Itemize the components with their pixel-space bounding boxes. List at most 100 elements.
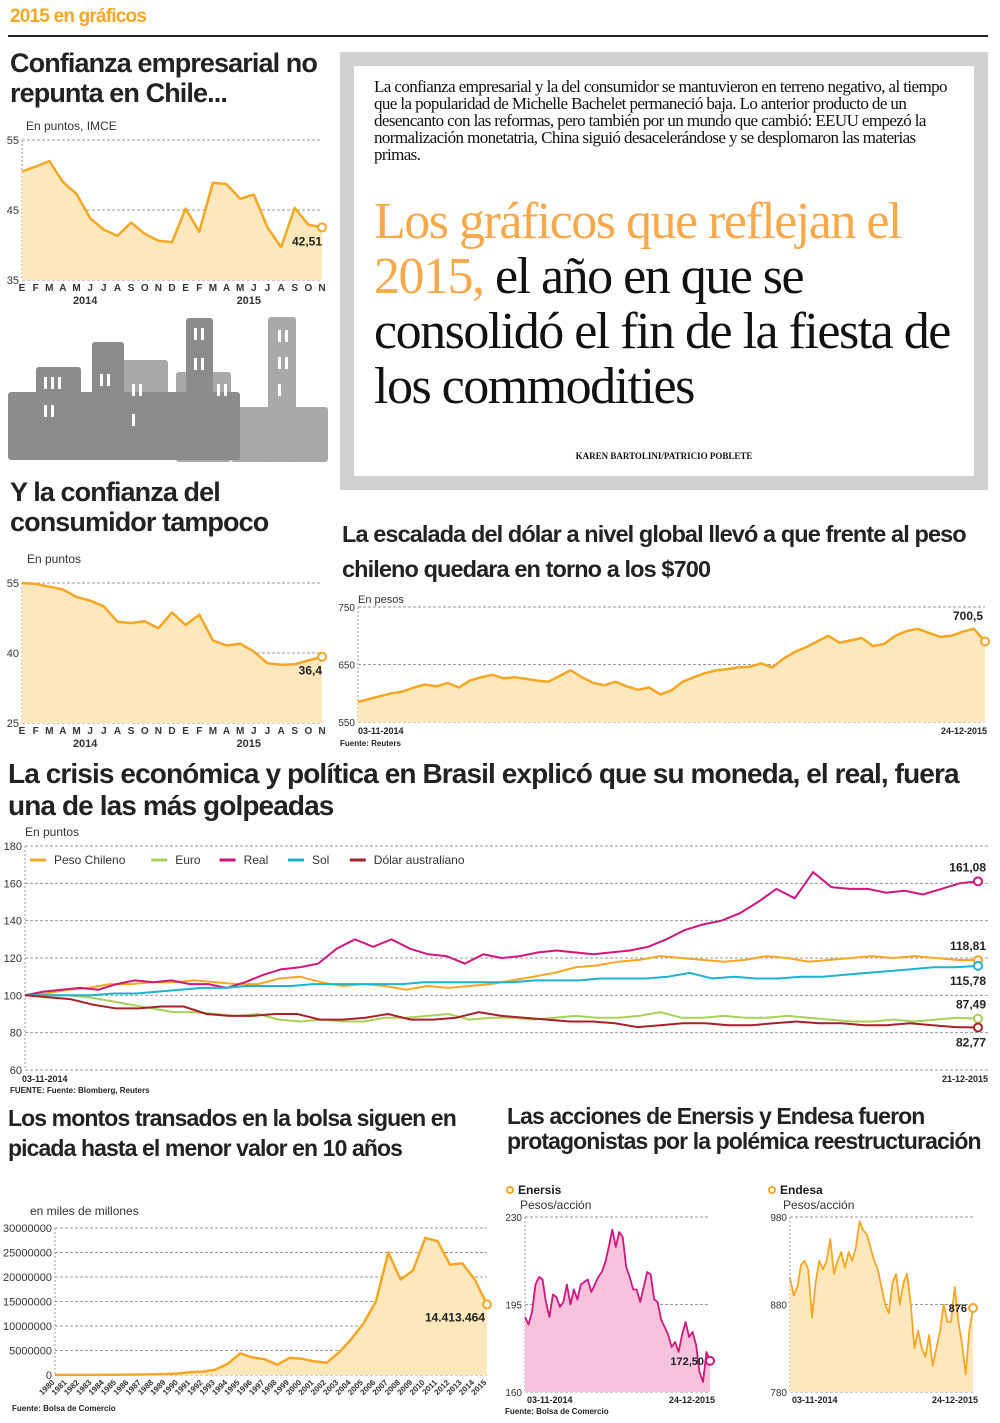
intro-paragraph: La confianza empresarial y la del consum… xyxy=(374,77,947,164)
x-tick-label: M xyxy=(209,726,217,737)
series-line xyxy=(55,1236,489,1377)
chart-title-acciones: Las acciones de Enersis y Endesa fueron … xyxy=(507,1103,982,1154)
x-tick-label: S xyxy=(128,283,135,294)
x-tick-label: A xyxy=(277,283,284,294)
ylabel-endesa: Pesos/acción xyxy=(783,1198,855,1212)
y-tick-label: 15000000 xyxy=(3,1297,52,1309)
y-tick-label: 880 xyxy=(770,1301,787,1312)
x-tick-label: O xyxy=(141,283,149,294)
x-tick-label: J xyxy=(87,726,93,737)
y-tick-label: 30000000 xyxy=(3,1223,52,1235)
end-point-marker xyxy=(973,876,983,887)
x-end-label: 24-12-2015 xyxy=(941,726,987,736)
x-tick-label: O xyxy=(304,726,312,737)
series-line xyxy=(357,627,986,704)
area-fill xyxy=(22,161,322,280)
x-tick-label: A xyxy=(59,726,66,737)
chart-endesa: 780 880 980 03-11-2014 24-12-2015 876 xyxy=(770,1213,978,1405)
y-tick-label: 780 xyxy=(770,1388,787,1399)
end-value-label: 82,77 xyxy=(956,1035,986,1049)
end-point-marker xyxy=(968,1303,978,1313)
end-value-label: 14.413.464 xyxy=(425,1310,485,1324)
y-tick-label: 45 xyxy=(7,205,19,217)
chart-dolar: 550 650 750 03-11-2014 24-12-2015 Fuente: Reu… xyxy=(338,603,990,748)
y-tick-label: 55 xyxy=(7,578,19,590)
series-line-dólar-australiano xyxy=(24,994,979,1029)
year-label: 2014 xyxy=(73,295,98,307)
chart-title-consumidor: Y la confianza del consumidor tampoco xyxy=(10,477,269,538)
x-tick-label: A xyxy=(114,726,121,737)
x-tick-label: N xyxy=(318,283,325,294)
y-tick-label: 180 xyxy=(4,841,22,853)
ylabel-monedas: En puntos xyxy=(25,825,80,839)
series-line xyxy=(524,1228,711,1383)
x-end-label: 24-12-2015 xyxy=(932,1395,978,1405)
chart-title-empresarial: Confianza empresarial no repunta en Chil… xyxy=(10,48,318,109)
y-tick-label: 35 xyxy=(7,275,19,287)
end-point-marker xyxy=(705,1355,715,1366)
x-tick-label: S xyxy=(291,283,298,294)
end-value-label: 876 xyxy=(949,1303,967,1315)
x-end-label: 24-12-2015 xyxy=(669,1395,715,1405)
series-line-euro xyxy=(25,994,979,1023)
y-tick-label: 980 xyxy=(770,1213,787,1224)
x-tick-label: J xyxy=(251,726,257,737)
x-start-label: 03-11-2014 xyxy=(358,726,404,736)
y-tick-label: 60 xyxy=(10,1065,22,1077)
year-label: 2015 xyxy=(237,738,261,750)
year-label: 2015 xyxy=(237,295,261,307)
windows xyxy=(44,328,288,426)
ylabel-dolar: En pesos xyxy=(358,594,404,606)
end-value-label: 36,4 xyxy=(299,664,323,678)
byline: KAREN BARTOLINI/PATRICIO POBLETE xyxy=(575,451,753,461)
end-value-label: 700,5 xyxy=(953,609,983,623)
x-tick-label: S xyxy=(291,726,298,737)
y-tick-label: 25 xyxy=(7,718,19,730)
y-tick-label: 160 xyxy=(505,1388,522,1399)
y-tick-label: 25000000 xyxy=(3,1248,52,1260)
legend-label: Peso Chileno xyxy=(54,853,126,867)
x-end-label: 21-12-2015 xyxy=(942,1074,988,1084)
chart-enersis: 160 195 230 03-11-2014 24-12-2015 172,50 Fuent… xyxy=(505,1213,715,1416)
y-tick-label: 55 xyxy=(7,135,19,147)
y-tick-label: 750 xyxy=(338,603,355,614)
x-tick-label: J xyxy=(265,283,271,294)
x-tick-label: D xyxy=(168,726,175,737)
x-tick-label: F xyxy=(196,726,202,737)
x-tick-label: A xyxy=(223,283,230,294)
area-fill xyxy=(55,1237,487,1375)
end-value-label: 161,08 xyxy=(949,860,986,874)
end-point-marker xyxy=(973,1022,983,1033)
x-tick-label: M xyxy=(209,283,217,294)
x-tick-label: N xyxy=(318,726,325,737)
series-line-real xyxy=(24,870,979,997)
x-start-label: 03-11-2014 xyxy=(792,1395,838,1405)
headline-accent: Los gráficos que reflejan el 2015, xyxy=(374,193,902,305)
x-tick-label: J xyxy=(101,283,107,294)
chart-monedas: 60 80 100 120 140 160 180 118,81 87,49 161,08 115,… xyxy=(4,841,988,1095)
end-value-label: 115,78 xyxy=(950,974,986,988)
x-tick-label: F xyxy=(196,283,202,294)
x-tick-label: N xyxy=(155,726,162,737)
x-tick-label: O xyxy=(141,726,149,737)
circle-marker-icon xyxy=(768,1186,776,1194)
y-tick-label: 160 xyxy=(4,878,22,890)
legend-label: Euro xyxy=(175,853,201,867)
x-tick-label: M xyxy=(236,726,244,737)
x-tick-label: O xyxy=(304,283,312,294)
source-label: Fuente: Bolsa de Comercio xyxy=(505,1407,609,1416)
legend-label: Real xyxy=(244,853,269,867)
x-tick-label: F xyxy=(33,283,39,294)
end-value-label: 118,81 xyxy=(950,939,986,953)
area-fill xyxy=(22,583,322,723)
x-tick-label: M xyxy=(72,726,80,737)
y-tick-label: 80 xyxy=(10,1028,22,1040)
legend-label: Dólar australiano xyxy=(374,853,465,867)
ylabel-bolsa: en miles de millones xyxy=(30,1204,139,1218)
x-tick-label: E xyxy=(19,283,26,294)
ylabel-enersis: Pesos/acción xyxy=(520,1198,592,1212)
x-tick-label: E xyxy=(182,726,189,737)
x-tick-label: J xyxy=(101,726,107,737)
x-tick-label: A xyxy=(223,726,230,737)
